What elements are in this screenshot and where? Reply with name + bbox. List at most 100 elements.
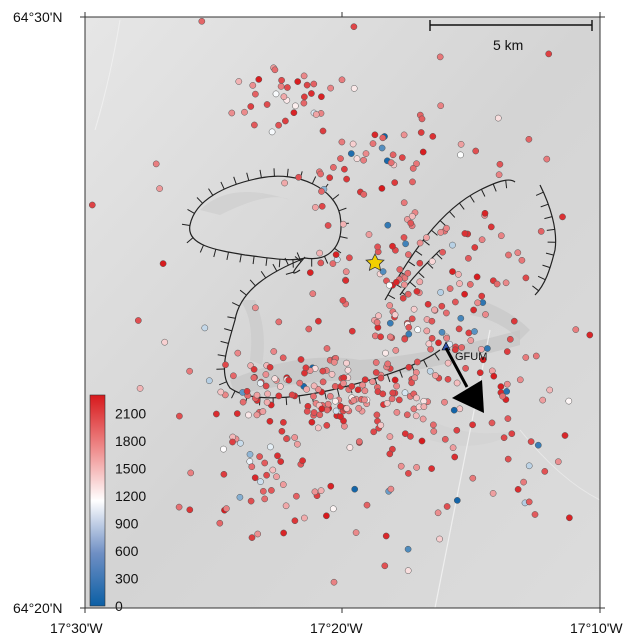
earthquake-point [268, 128, 276, 136]
earthquake-point [346, 444, 354, 451]
earthquake-point [401, 430, 409, 438]
earthquake-point [359, 381, 366, 389]
earthquake-point [290, 109, 298, 117]
earthquake-point [362, 150, 370, 157]
earthquake-point [374, 243, 381, 251]
earthquake-point [314, 424, 322, 432]
earthquake-point [327, 482, 335, 490]
earthquake-point [246, 451, 254, 458]
earthquake-point [510, 317, 518, 325]
earthquake-point [503, 388, 511, 395]
earthquake-point [278, 427, 286, 435]
earthquake-point [330, 164, 337, 171]
scale-bar: 5 km [429, 20, 593, 53]
earthquake-point [274, 452, 281, 460]
earthquake-point [404, 290, 412, 298]
earthquake-point [175, 503, 183, 511]
earthquake-point [296, 379, 304, 387]
earthquake-point [315, 317, 322, 325]
earthquake-point [205, 377, 213, 385]
earthquake-point [401, 281, 408, 289]
earthquake-point [458, 344, 466, 351]
earthquake-point [522, 274, 530, 282]
earthquake-point [291, 517, 299, 525]
earthquake-point [176, 412, 183, 420]
earthquake-point [423, 234, 430, 241]
earthquake-point [253, 391, 261, 399]
rim-tick [285, 397, 288, 406]
earthquake-point [471, 244, 479, 251]
earthquake-point [319, 127, 327, 135]
earthquake-point [233, 410, 241, 417]
earthquake-point [280, 529, 287, 537]
earthquake-point [348, 327, 356, 335]
earthquake-point [391, 311, 399, 319]
earthquake-point [382, 349, 389, 357]
earthquake-point [281, 179, 288, 187]
earthquake-point [247, 103, 255, 110]
earthquake-point [236, 493, 244, 501]
earthquake-point [273, 473, 280, 481]
earthquake-point [382, 532, 390, 540]
frame-ticks [80, 12, 605, 613]
colorbar-tick-label: 1500 [115, 460, 146, 476]
scale-bar-label: 5 km [493, 37, 523, 53]
lon-label-west: 17°30'W [50, 620, 103, 636]
earthquake-point [342, 277, 350, 284]
earthquake-point [379, 268, 387, 275]
earthquake-point [369, 378, 376, 386]
earthquake-point [136, 385, 144, 392]
earthquake-point [361, 387, 369, 395]
earthquake-point [479, 356, 487, 364]
earthquake-point [342, 268, 350, 276]
earthquake-point [476, 369, 484, 377]
earthquake-point [473, 273, 481, 281]
earthquake-points [88, 17, 594, 586]
lat-label-top: 64°30'N [13, 9, 63, 25]
earthquake-point [508, 430, 516, 438]
rim-tick [422, 239, 430, 246]
earthquake-point [385, 281, 393, 289]
earthquake-point [437, 289, 444, 296]
earthquake-point [478, 236, 486, 244]
earthquake-point [303, 385, 310, 393]
earthquake-point [474, 299, 481, 307]
earthquake-point [237, 439, 244, 447]
earthquake-point [413, 160, 420, 168]
earthquake-point [262, 382, 270, 390]
colorbar-tick-label: 300 [115, 570, 139, 586]
earthquake-point [247, 497, 255, 505]
rim-tick [199, 244, 204, 253]
earthquake-point [404, 567, 412, 574]
earthquake-point [428, 334, 436, 342]
rim-tick [284, 257, 289, 266]
earthquake-point [216, 519, 224, 527]
earthquake-point [537, 228, 545, 235]
earthquake-point [413, 394, 420, 402]
earthquake-point [389, 389, 397, 397]
earthquake-point [235, 78, 243, 85]
earthquake-point [443, 309, 450, 317]
earthquake-point [330, 358, 338, 366]
earthquake-point [213, 410, 220, 418]
earthquake-point [545, 50, 553, 58]
earthquake-point [428, 465, 435, 472]
earthquake-point [400, 131, 408, 139]
earthquake-point [267, 443, 274, 451]
earthquake-point [525, 135, 533, 143]
earthquake-point [324, 400, 332, 408]
earthquake-point [186, 367, 193, 375]
earthquake-point [250, 366, 258, 373]
rim-tick [399, 369, 403, 378]
earthquake-point [326, 174, 334, 182]
earthquake-point [377, 333, 384, 341]
rim-tick [311, 176, 317, 184]
earthquake-point [437, 102, 445, 110]
earthquake-point [403, 411, 411, 419]
earthquake-point [408, 379, 415, 387]
earthquake-point [254, 530, 262, 538]
rim-tick [417, 271, 425, 279]
earthquake-point [393, 382, 400, 390]
earthquake-point [318, 93, 325, 101]
